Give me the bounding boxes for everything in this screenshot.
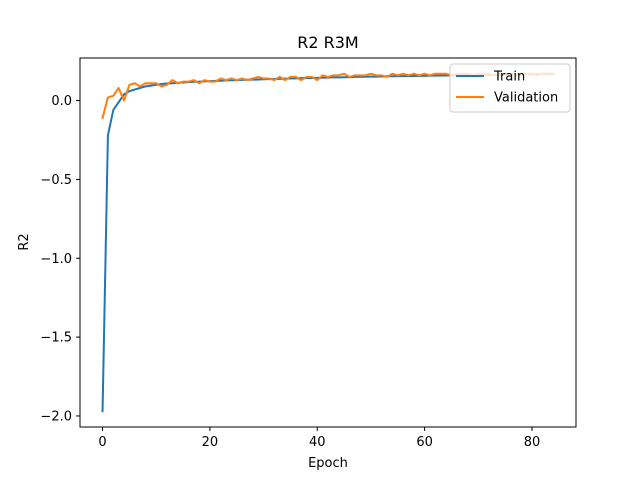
- y-tick-label: −1.5: [40, 331, 72, 346]
- y-tick-label: 0.0: [51, 94, 72, 109]
- y-tick-label: −2.0: [40, 409, 72, 424]
- chart-title: R2 R3M: [297, 33, 358, 52]
- x-tick-label: 40: [309, 435, 326, 450]
- y-axis-label: R2: [17, 233, 32, 250]
- legend-label-train: Train: [493, 70, 525, 85]
- x-tick-label: 20: [202, 435, 219, 450]
- x-tick-label: 80: [524, 435, 541, 450]
- y-tick-label: −0.5: [40, 173, 72, 188]
- legend-label-validation: Validation: [494, 91, 558, 106]
- y-tick-label: −1.0: [40, 252, 72, 267]
- x-axis: 0 20 40 60 80: [98, 427, 540, 450]
- x-tick-label: 60: [416, 435, 433, 450]
- x-tick-label: 0: [98, 435, 106, 450]
- plot-frame: [79, 57, 577, 428]
- legend: Train Validation: [449, 63, 571, 113]
- x-axis-label: Epoch: [308, 456, 348, 471]
- y-axis: −2.0 −1.5 −1.0 −0.5 0.0: [40, 94, 80, 424]
